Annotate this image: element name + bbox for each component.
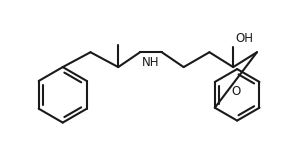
Text: O: O [231,85,240,98]
Text: OH: OH [235,32,253,45]
Text: NH: NH [142,56,160,69]
